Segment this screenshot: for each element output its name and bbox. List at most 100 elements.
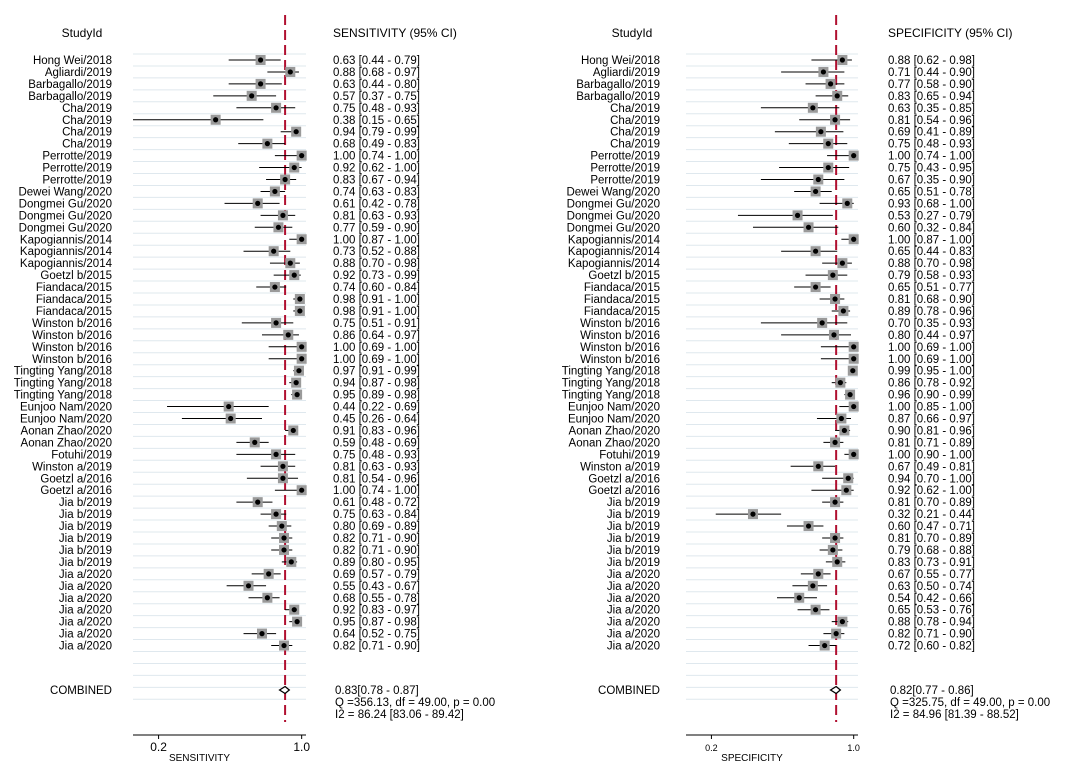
- study-ci-value: 0.96 [0.90 - 0.99]: [888, 390, 975, 402]
- point-estimate: [299, 236, 305, 242]
- point-estimate: [831, 332, 837, 338]
- study-ci-value: 1.00 [0.74 - 1.00]: [333, 151, 420, 163]
- study-label: Tingting Yang/2018: [562, 390, 660, 402]
- point-estimate: [257, 81, 264, 87]
- study-ci-value: 0.83 [0.73 - 0.91]: [888, 557, 975, 569]
- study-ci-value: 0.90 [0.81 - 0.96]: [888, 425, 975, 437]
- study-ci-value: 0.92 [0.62 - 1.00]: [888, 485, 975, 497]
- combined-diamond: [278, 685, 291, 695]
- point-estimate: [271, 248, 277, 254]
- study-ci-value: 0.95 [0.87 - 0.98]: [333, 617, 420, 629]
- study-label: Fotuhi/2019: [599, 449, 660, 461]
- study-ci-value: 0.38 [0.15 - 0.65]: [333, 115, 420, 127]
- study-ci-value: 0.65 [0.44 - 0.83]: [888, 246, 975, 258]
- point-estimate: [280, 475, 286, 481]
- study-ci-value: 0.75 [0.48 - 0.93]: [333, 103, 420, 115]
- point-estimate: [837, 380, 843, 386]
- point-estimate: [273, 105, 279, 111]
- combined-stat: 0.83[0.78 - 0.87]: [335, 685, 419, 697]
- study-ci-value: 0.61 [0.48 - 0.72]: [333, 497, 420, 509]
- point-estimate: [291, 607, 297, 613]
- combined-diamond: [829, 685, 842, 695]
- study-ci-value: 0.88 [0.78 - 0.94]: [888, 617, 975, 629]
- study-ci-value: 0.77 [0.58 - 0.90]: [888, 79, 975, 91]
- study-label: Jia a/2020: [607, 581, 660, 593]
- point-estimate: [280, 212, 286, 218]
- study-label: Jia b/2019: [607, 533, 660, 545]
- study-ci-value: 0.67 [0.55 - 0.77]: [888, 569, 975, 581]
- study-ci-value: 0.63 [0.44 - 0.79]: [333, 55, 420, 67]
- study-label: Jia a/2020: [59, 629, 112, 641]
- study-label: Fiandaca/2015: [36, 294, 112, 306]
- study-label: Dewei Wang/2020: [566, 186, 660, 198]
- study-label: Hong Wei/2018: [33, 55, 112, 67]
- study-label: Hong Wei/2018: [581, 55, 660, 67]
- study-label: Dongmei Gu/2020: [19, 210, 112, 222]
- study-ci-value: 0.44 [0.22 - 0.69]: [333, 402, 420, 414]
- study-ci-value: 0.81 [0.71 - 0.89]: [888, 437, 975, 449]
- point-estimate: [822, 642, 828, 649]
- point-estimate: [285, 332, 291, 338]
- study-ci-value: 0.69 [0.41 - 0.89]: [888, 127, 975, 139]
- study-label: Jia b/2019: [607, 509, 660, 521]
- study-ci-value: 0.81 [0.63 - 0.93]: [333, 210, 420, 222]
- study-label: Perrotte/2019: [590, 163, 660, 175]
- header-estimate: SPECIFICITY (95% CI): [888, 26, 1012, 40]
- study-label: Jia b/2019: [59, 497, 112, 509]
- study-ci-value: 0.68 [0.55 - 0.78]: [333, 593, 420, 605]
- point-estimate: [851, 153, 857, 159]
- study-label: Winston b/2016: [580, 342, 660, 354]
- study-ci-value: 1.00 [0.69 - 1.00]: [888, 342, 975, 354]
- study-label: Goetzl a/2016: [40, 485, 112, 497]
- point-estimate: [832, 296, 838, 302]
- study-ci-value: 0.97 [0.91 - 0.99]: [333, 366, 420, 378]
- study-label: Jia a/2020: [59, 605, 112, 617]
- study-label: Dongmei Gu/2020: [567, 210, 660, 222]
- study-label: Jia b/2019: [59, 533, 112, 545]
- study-ci-value: 0.79 [0.58 - 0.93]: [888, 270, 975, 282]
- point-estimate: [252, 439, 258, 445]
- point-estimate: [273, 451, 279, 457]
- study-label: Winston b/2016: [32, 330, 112, 342]
- point-estimate: [834, 93, 840, 99]
- study-label: Eunjoo Nam/2020: [20, 402, 112, 414]
- point-estimate: [228, 415, 234, 422]
- study-ci-value: 0.92 [0.73 - 0.99]: [333, 270, 420, 282]
- point-estimate: [288, 559, 294, 565]
- study-label: Jia b/2019: [59, 545, 112, 557]
- point-estimate: [818, 129, 824, 135]
- study-ci-value: 1.00 [0.87 - 1.00]: [333, 234, 420, 246]
- point-estimate: [819, 320, 825, 326]
- point-estimate: [813, 607, 819, 613]
- study-ci-value: 0.82 [0.71 - 0.90]: [888, 629, 975, 641]
- x-axis-title: SPECIFICITY: [721, 753, 783, 764]
- point-estimate: [834, 559, 840, 565]
- study-ci-value: 0.61 [0.42 - 0.78]: [333, 198, 420, 210]
- study-ci-value: 0.65 [0.53 - 0.76]: [888, 605, 975, 617]
- study-label: Jia a/2020: [59, 569, 112, 581]
- study-label: Jia b/2019: [607, 521, 660, 533]
- study-ci-value: 0.94 [0.70 - 1.00]: [888, 473, 975, 485]
- point-estimate: [272, 188, 278, 195]
- point-estimate: [273, 320, 279, 326]
- study-label: Goetzl a/2016: [588, 473, 660, 485]
- study-ci-value: 0.81 [0.68 - 0.90]: [888, 294, 975, 306]
- study-label: Dongmei Gu/2020: [19, 198, 112, 210]
- point-estimate: [794, 212, 801, 218]
- study-ci-value: 0.75 [0.63 - 0.84]: [333, 509, 420, 521]
- point-estimate: [280, 463, 286, 469]
- study-label: Goetzl b/2015: [588, 270, 660, 282]
- study-ci-value: 0.86 [0.64 - 0.97]: [333, 330, 420, 342]
- point-estimate: [281, 535, 287, 541]
- study-label: Winston b/2016: [580, 318, 660, 330]
- x-axis-title: SENSITIVITY: [169, 753, 230, 764]
- point-estimate: [750, 511, 756, 517]
- study-ci-value: 0.63 [0.35 - 0.85]: [888, 103, 975, 115]
- study-ci-value: 0.75 [0.51 - 0.91]: [333, 318, 420, 330]
- study-label: Dongmei Gu/2020: [567, 222, 660, 234]
- study-label: Eunjoo Nam/2020: [20, 414, 112, 426]
- point-estimate: [815, 463, 821, 469]
- study-label: Kapogiannis/2014: [568, 234, 661, 246]
- point-estimate: [838, 415, 844, 422]
- point-estimate: [810, 105, 816, 111]
